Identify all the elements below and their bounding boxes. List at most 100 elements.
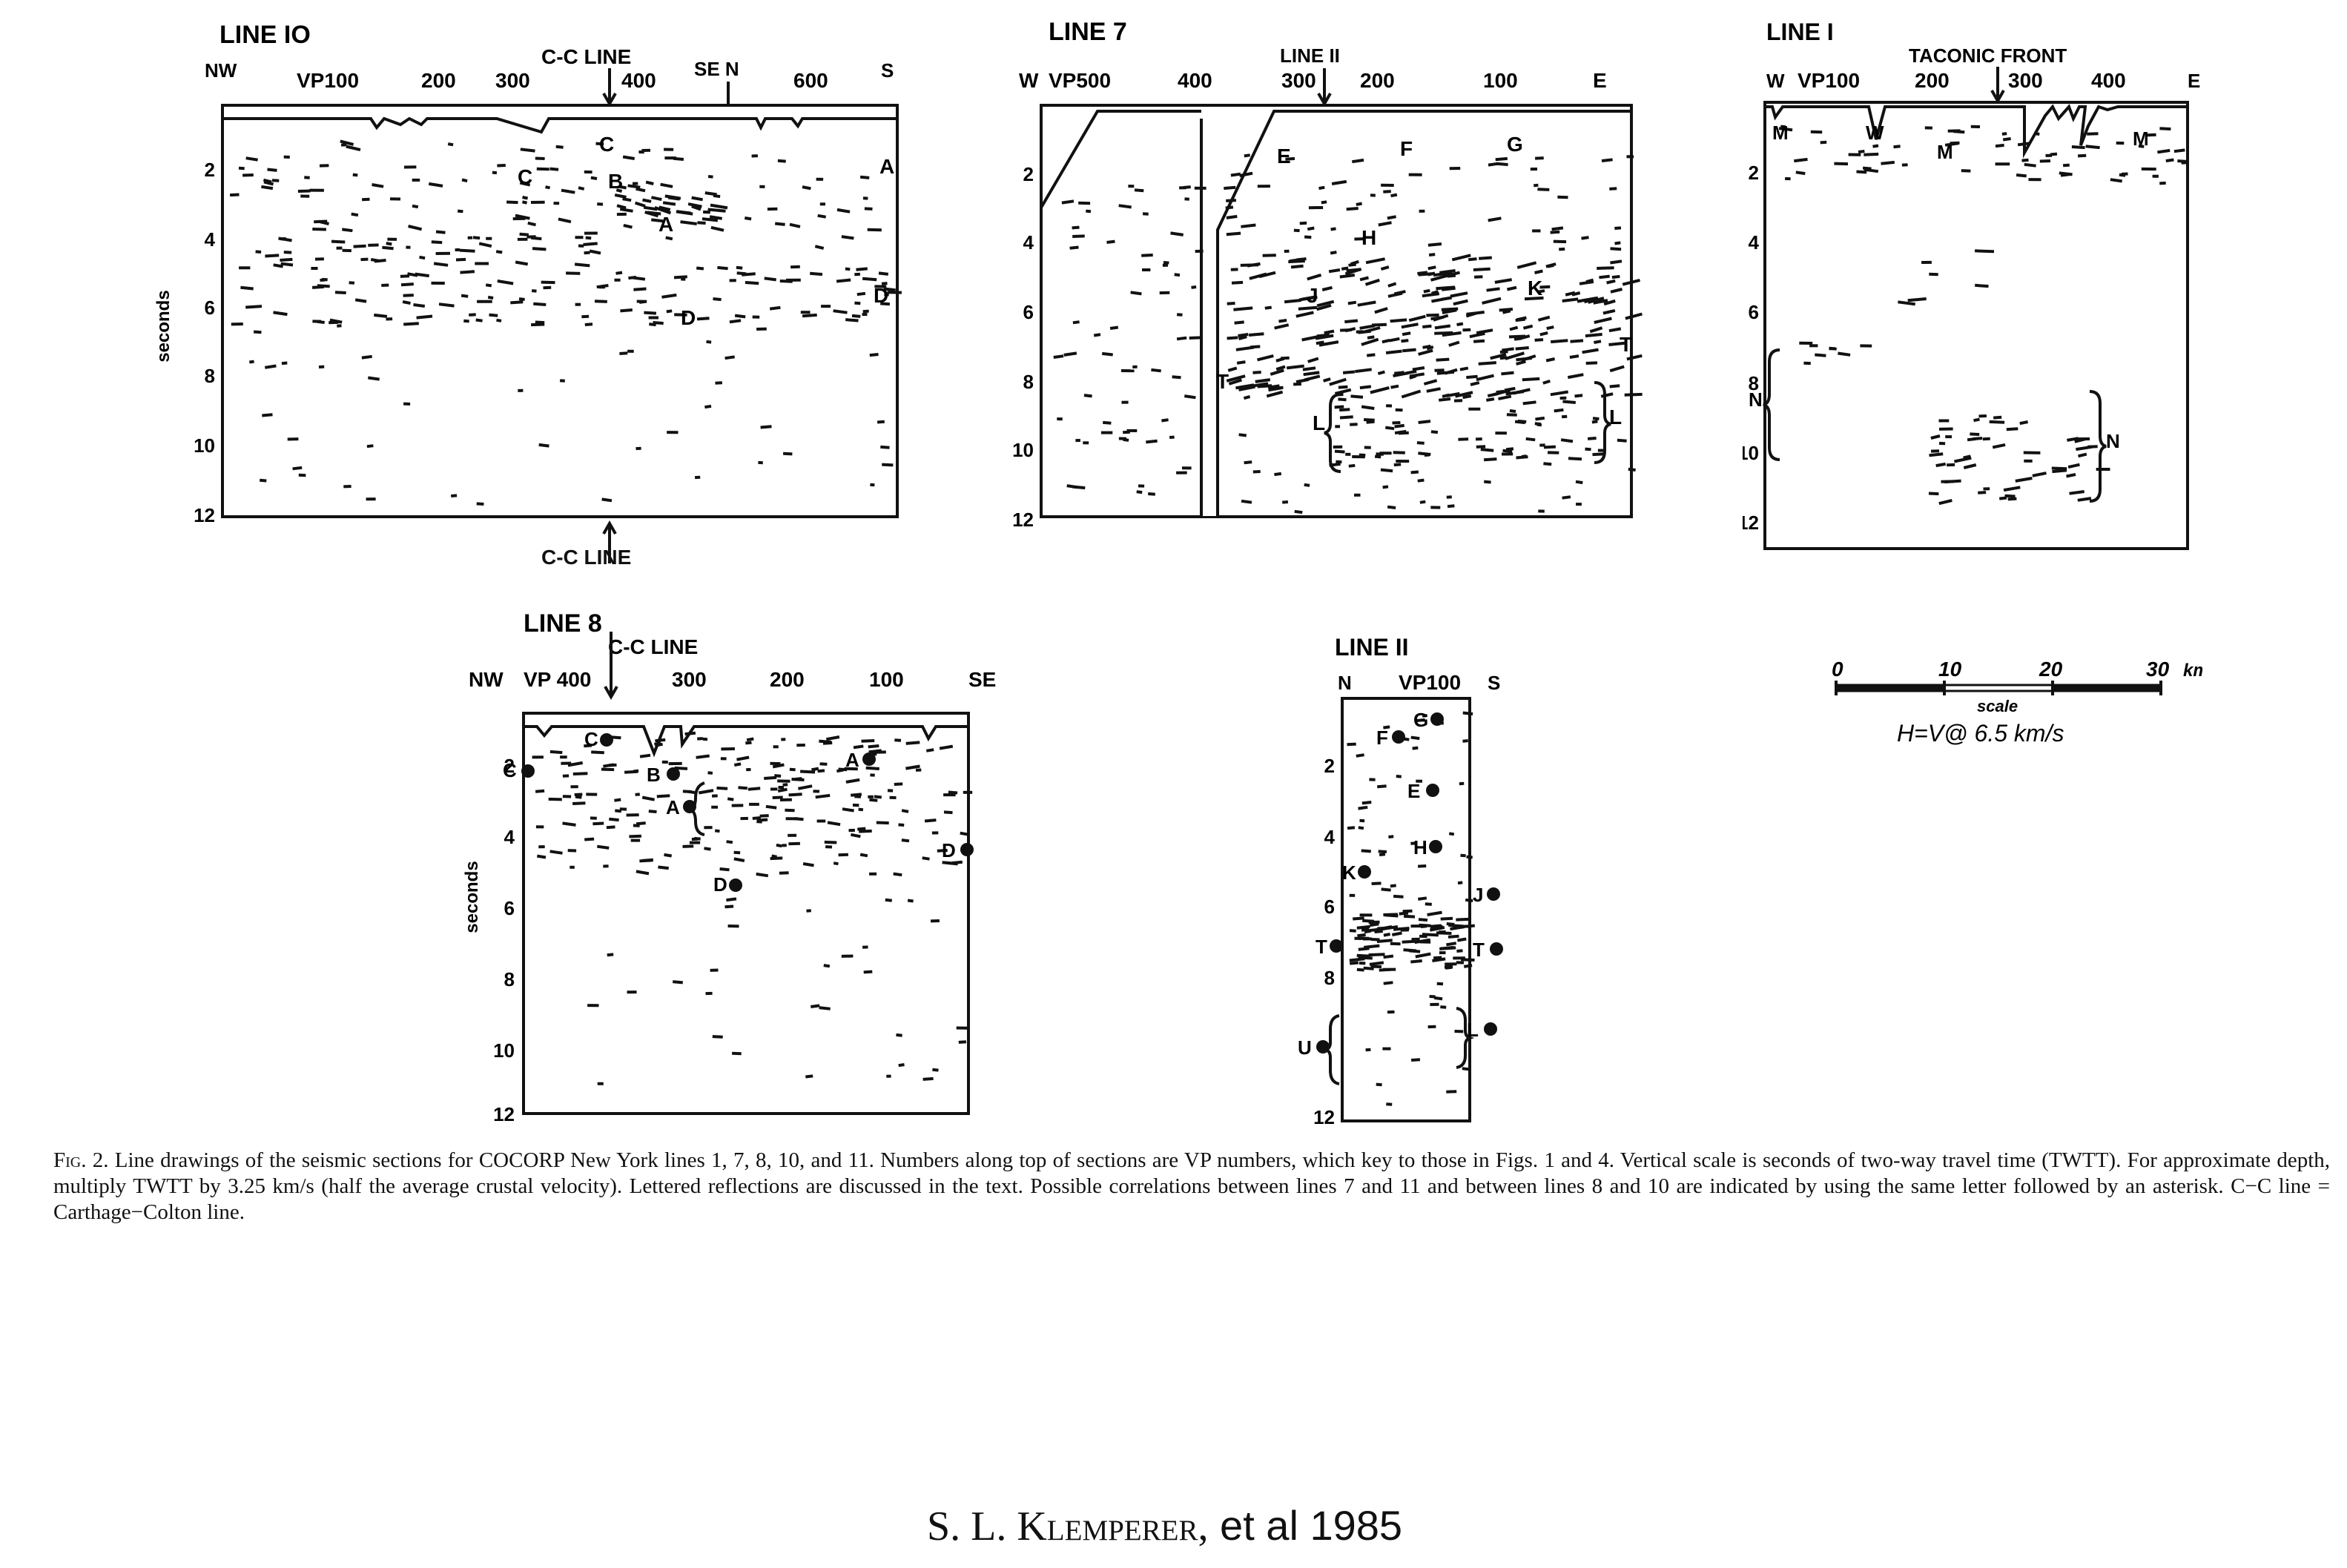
reflection-stroke (1992, 443, 2006, 449)
reflection-stroke (532, 247, 547, 251)
reflection-stroke (782, 783, 788, 787)
reflection-stroke (1191, 285, 1197, 289)
reflection-stroke (317, 219, 329, 225)
line10-vp-tick: 200 (421, 69, 456, 92)
reflection-stroke (292, 466, 303, 471)
reflection-stroke (1815, 353, 1826, 357)
line10-mid-dir: SE N (694, 58, 739, 80)
reflection-stroke (402, 300, 411, 305)
reflection-stroke (1123, 430, 1130, 434)
reflection-stroke (1174, 273, 1181, 277)
line7-bracket-right (1594, 381, 1611, 464)
reflection-stroke (1430, 274, 1448, 282)
reflection-stroke (623, 223, 633, 229)
reflection-stroke (595, 142, 604, 146)
reflection-stroke (1267, 384, 1280, 389)
reflection-stroke (1393, 894, 1404, 899)
reflection-stroke (1484, 480, 1491, 484)
reflection-stroke (1457, 924, 1468, 928)
reflection-stroke (457, 209, 463, 214)
line1-ytick: 8 (1749, 372, 1759, 394)
reflection-stroke (1176, 336, 1187, 341)
reflection-stroke (1390, 884, 1396, 888)
reflection-stroke (346, 145, 361, 152)
reflection-stroke (1950, 141, 1960, 145)
reflection-stroke (706, 340, 712, 344)
line1-frame (1763, 101, 2189, 550)
reflection-stroke (707, 208, 726, 213)
reflection-stroke (353, 244, 366, 248)
reflection-stroke (893, 872, 902, 877)
reflection-stroke (1358, 826, 1364, 830)
reflection-stroke (273, 311, 288, 317)
reflection-stroke (1363, 966, 1374, 970)
reflection-stroke (1609, 187, 1617, 191)
reflection-label: J (1307, 284, 1318, 307)
reflection-stroke (1141, 254, 1153, 257)
reflection-stroke (1410, 1058, 1421, 1062)
reflection-stroke (714, 829, 720, 833)
reflection-stroke (682, 844, 694, 848)
reflection-stroke (1448, 934, 1459, 939)
reflection-label: A (879, 155, 894, 178)
reflection-stroke (1820, 140, 1827, 145)
reflection-stroke (1184, 394, 1196, 400)
reflection-stroke (844, 767, 858, 771)
reflection-stroke (776, 843, 782, 848)
reflection-stroke (1404, 914, 1416, 919)
reflection-stroke (1226, 199, 1237, 202)
reflection-stroke (1402, 331, 1411, 337)
reflection-stroke (1462, 1067, 1470, 1071)
reflection-stroke (1396, 775, 1402, 778)
reflection-stroke (771, 854, 777, 859)
reflection-stroke (1352, 158, 1364, 164)
reflection-stroke (727, 797, 734, 801)
reflection-stroke (736, 271, 747, 276)
reflection-label: T (1216, 370, 1229, 393)
reflection-stroke (1499, 356, 1508, 360)
reflection-stroke (1872, 144, 1879, 148)
reflection-stroke (1228, 378, 1242, 386)
reflection-stroke (619, 208, 633, 213)
reflection-stroke (1422, 324, 1432, 328)
reflection-stroke (2062, 163, 2070, 168)
line8-ytick: 8 (504, 968, 515, 990)
reflection-label: F (1400, 137, 1413, 160)
reflection-stroke (710, 225, 724, 232)
reflection-stroke (836, 208, 851, 214)
reflection-stroke (590, 176, 598, 180)
reflection-stroke (770, 856, 783, 861)
reflection-stroke (615, 809, 622, 813)
reflection-stroke (317, 284, 330, 288)
reflection-stroke (567, 761, 584, 767)
reflection-stroke (1517, 420, 1527, 423)
reflection-stroke (1539, 331, 1548, 337)
caption-text: Line drawings of the seismic sections fo… (53, 1148, 2331, 1224)
reflection-stroke (1270, 368, 1284, 376)
reflection-stroke (1442, 308, 1457, 314)
reflection-stroke (864, 207, 873, 211)
reflection-stroke (416, 314, 433, 320)
reflection-stroke (518, 297, 525, 301)
reflection-stroke (1347, 300, 1357, 305)
line11-panel: LINE II N VP100 S 2 4 6 8 10 12 G F E H … (1298, 634, 1503, 1128)
reflection-stroke (2032, 472, 2047, 477)
reflection-stroke (1483, 457, 1497, 462)
line11-bracket-right (1456, 1007, 1475, 1069)
reflection-stroke (1554, 408, 1564, 413)
reflection-stroke (896, 1033, 902, 1037)
reflection-stroke (674, 766, 688, 770)
reflection-stroke (1366, 420, 1375, 424)
reflection-stroke (2033, 132, 2040, 136)
reflection-stroke (1383, 954, 1394, 959)
reflection-stroke (1603, 299, 1616, 306)
reflection-stroke (1515, 317, 1525, 322)
reflection-stroke (1412, 366, 1425, 371)
reflection-stroke (1227, 336, 1238, 340)
line10-yaxis: 2 4 6 8 10 12 (194, 159, 215, 526)
reflection-stroke (1118, 204, 1132, 209)
line7-panel: LINE 7 W E VP500 400 300 200 100 LINE II… (1012, 18, 1643, 531)
reflection-stroke (255, 250, 262, 254)
reflection-stroke (1427, 242, 1442, 247)
reflection-stroke (1938, 498, 1952, 506)
